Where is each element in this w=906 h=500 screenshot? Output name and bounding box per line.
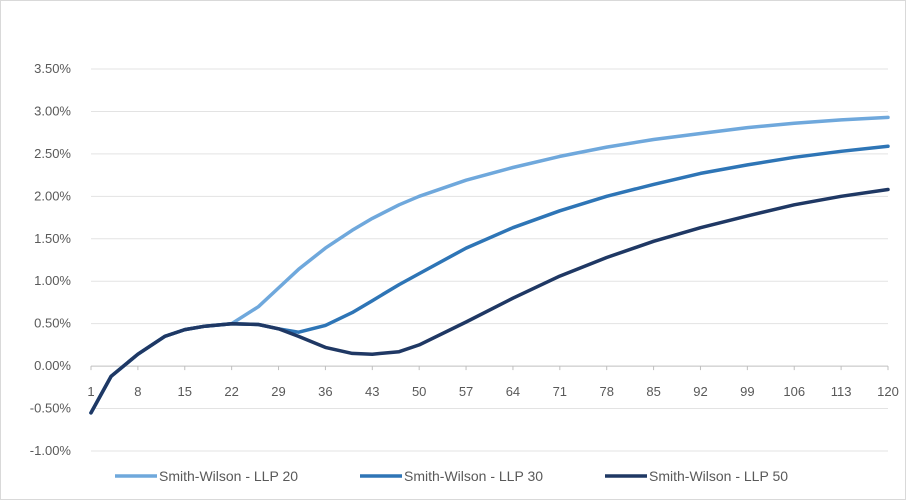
y-tick-label: 3.50% (34, 61, 71, 76)
x-tick-label: 1 (87, 384, 94, 399)
x-tick-label: 29 (271, 384, 285, 399)
series-line-3 (89, 187, 890, 415)
grid-lines (91, 68, 888, 452)
x-tick-label: 43 (365, 384, 379, 399)
legend-label-3: Smith-Wilson - LLP 50 (649, 468, 788, 484)
x-tick-label: 64 (506, 384, 520, 399)
series-line-2 (89, 144, 890, 415)
x-tick-label: 8 (134, 384, 141, 399)
legend-label-1: Smith-Wilson - LLP 20 (159, 468, 298, 484)
x-tick-label: 50 (412, 384, 426, 399)
x-tick-label: 22 (224, 384, 238, 399)
x-axis (90, 365, 889, 371)
y-tick-label: -0.50% (30, 401, 72, 416)
legend: Smith-Wilson - LLP 20 Smith-Wilson - LLP … (115, 468, 788, 484)
y-tick-label: 0.50% (34, 316, 71, 331)
x-tick-label: 36 (318, 384, 332, 399)
x-tick-label: 71 (553, 384, 567, 399)
series-lines (89, 115, 890, 415)
x-tick-label: 78 (599, 384, 613, 399)
y-tick-label: 2.50% (34, 146, 71, 161)
x-tick-label: 85 (646, 384, 660, 399)
y-tick-label: 1.50% (34, 231, 71, 246)
x-axis-ticks: 1 8 15 22 29 36 43 50 57 64 71 78 85 92 99 106 113 120 (87, 384, 898, 399)
y-tick-label: 0.00% (34, 358, 71, 373)
x-tick-label: 120 (877, 384, 899, 399)
x-tick-label: 57 (459, 384, 473, 399)
y-tick-label: 3.00% (34, 103, 71, 118)
x-tick-label: 92 (693, 384, 707, 399)
x-tick-label: 15 (178, 384, 192, 399)
y-tick-label: -1.00% (30, 443, 72, 458)
y-tick-label: 1.00% (34, 273, 71, 288)
x-tick-label: 113 (831, 384, 852, 399)
legend-label-2: Smith-Wilson - LLP 30 (404, 468, 543, 484)
x-tick-label: 99 (740, 384, 754, 399)
y-tick-label: 2.00% (34, 188, 71, 203)
x-tick-label: 106 (783, 384, 805, 399)
y-axis-ticks: 3.50% 3.00% 2.50% 2.00% 1.50% 1.00% 0.50% 0.00%… (30, 61, 72, 458)
